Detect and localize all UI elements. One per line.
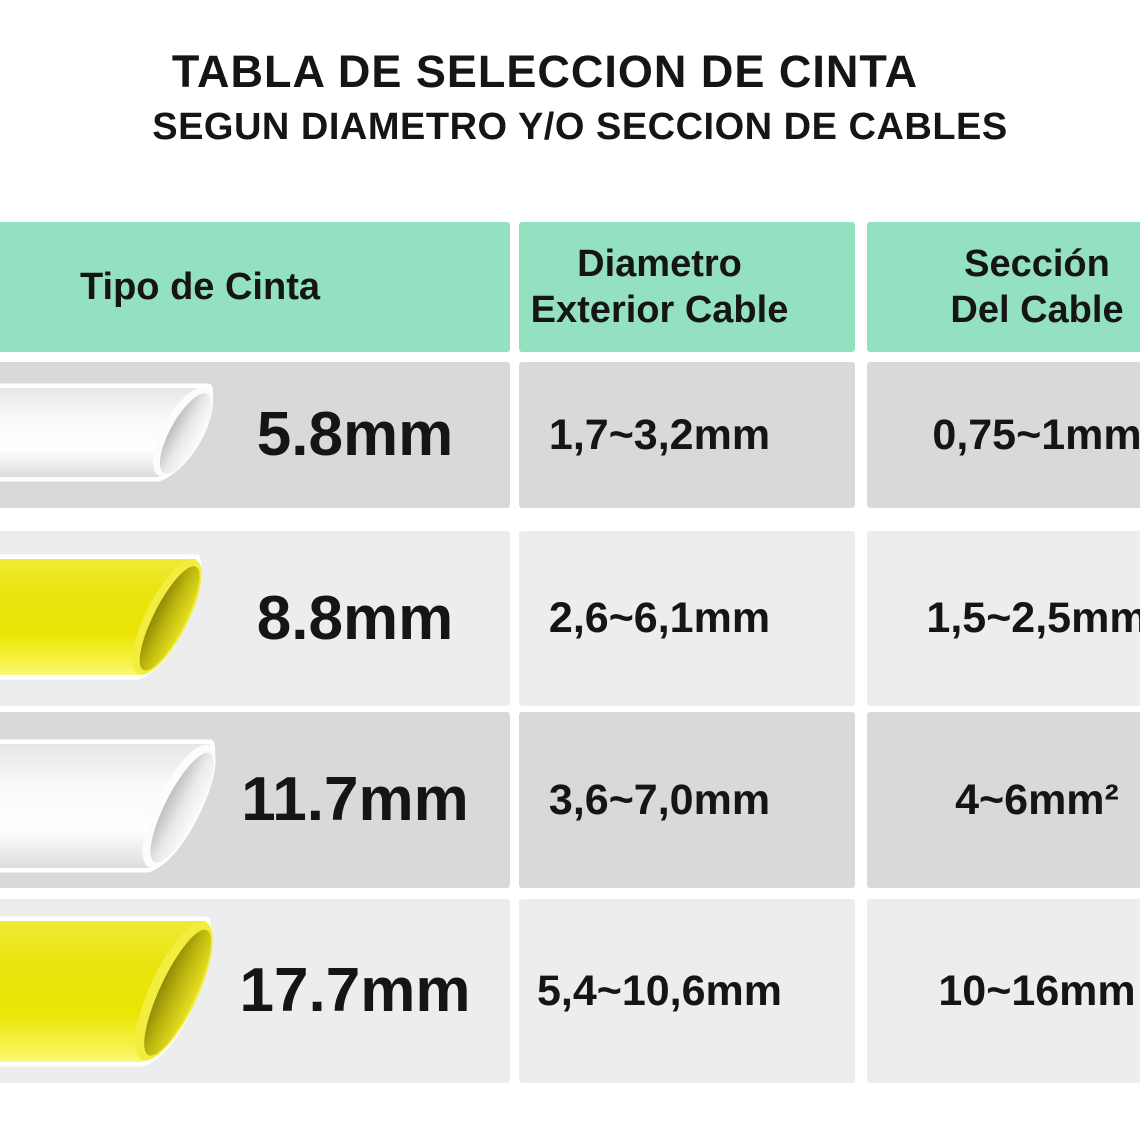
table-row-4-seccion-value: 10~16mm	[867, 899, 1140, 1083]
tape-size-label: 11.7mm	[241, 765, 469, 834]
column-header-diametro-exterior-cable: Diametro Exterior Cable	[519, 222, 855, 352]
table-row-2-diametro-value: 2,6~6,1mm	[519, 531, 855, 706]
table-row-2-seccion-value: 1,5~2,5mm	[867, 531, 1140, 706]
column-header-line1: Diametro	[577, 242, 742, 285]
white-heat-shrink-tape-image	[0, 739, 216, 873]
page-title: TABLA DE SELECCION DE CINTA	[171, 46, 919, 97]
tape-size-label: 17.7mm	[239, 956, 471, 1025]
table-row-3-tape-cell: 11.7mm	[0, 712, 510, 888]
tape-size-label: 5.8mm	[256, 400, 454, 469]
table-row-1-tape-cell: 5.8mm	[0, 362, 510, 508]
column-header-line1: Sección	[964, 242, 1110, 285]
tape-size-label: 8.8mm	[256, 583, 454, 653]
white-heat-shrink-tape-image	[0, 383, 214, 482]
column-header-tipo-de-cinta: Tipo de Cinta	[0, 222, 510, 352]
table-row-1-diametro-value: 1,7~3,2mm	[519, 362, 855, 508]
table-row-4-tape-cell: 17.7mm	[0, 899, 510, 1083]
table-row-3-seccion-value: 4~6mm²	[867, 712, 1140, 888]
yellow-heat-shrink-tape-image	[0, 916, 213, 1067]
column-header-seccion-del-cable: Sección Del Cable	[867, 222, 1140, 352]
table-row-3-diametro-value: 3,6~7,0mm	[519, 712, 855, 888]
table-row-2-tape-cell: 8.8mm	[0, 531, 510, 706]
yellow-heat-shrink-tape-image	[0, 554, 202, 680]
table-row-1-seccion-value: 0,75~1mm	[867, 362, 1140, 508]
column-header-line2: Del Cable	[950, 289, 1124, 331]
column-header-label: Tipo de Cinta	[80, 265, 320, 308]
column-header-line2: Exterior Cable	[530, 289, 789, 331]
table-row-4-diametro-value: 5,4~10,6mm	[519, 899, 855, 1083]
page-subtitle: SEGUN DIAMETRO Y/O SECCION DE CABLES	[152, 106, 1008, 148]
